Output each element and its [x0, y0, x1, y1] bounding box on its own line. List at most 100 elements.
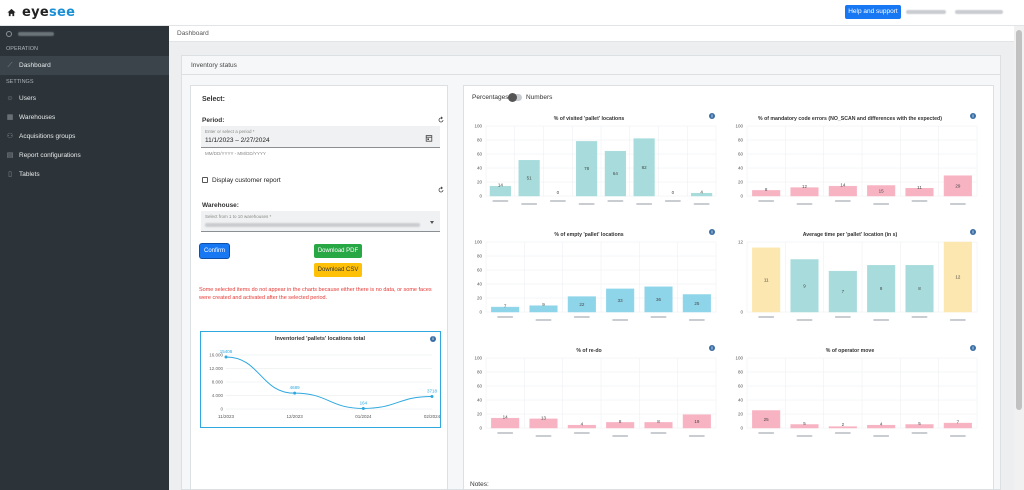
info-icon-glyph: i [711, 230, 712, 235]
toggle-label-numbers: Numbers [526, 94, 553, 101]
percentages-numbers-toggle[interactable] [508, 93, 522, 102]
user-menu[interactable] [906, 10, 946, 14]
display-customer-report-checkbox[interactable] [202, 177, 208, 183]
bar[interactable] [489, 185, 511, 197]
data-label: 19 [694, 419, 700, 424]
bar[interactable] [752, 247, 781, 313]
period-value[interactable]: 11/1/2023 – 2/27/2024 [205, 137, 270, 144]
info-icon[interactable]: i [430, 336, 436, 342]
bar[interactable] [867, 424, 896, 429]
info-icon[interactable] [970, 345, 976, 351]
y-tick-label: 12.000 [209, 366, 223, 371]
app-logo[interactable]: eyesee [22, 5, 76, 20]
account-menu[interactable] [955, 10, 1003, 14]
bar[interactable] [752, 190, 781, 197]
bar[interactable] [790, 187, 819, 197]
toggle-knob[interactable] [508, 93, 517, 102]
home-icon[interactable] [7, 8, 16, 17]
data-point[interactable] [293, 391, 297, 395]
reset-period-icon[interactable] [437, 116, 445, 124]
sidebar-item-label: Acquisitions groups [19, 133, 76, 140]
x-tick-label-blurred [650, 432, 667, 434]
x-tick-label: 11/2023 [218, 414, 234, 419]
download-csv-button[interactable]: Download CSV [314, 263, 362, 277]
bar[interactable] [644, 286, 673, 313]
sidebar-item-users[interactable]: ☺ Users [0, 89, 169, 108]
breadcrumb-bar: Dashboard [169, 26, 1014, 42]
bar[interactable] [943, 241, 972, 313]
data-label: 33 [618, 298, 624, 303]
bar[interactable] [867, 185, 896, 197]
bar[interactable] [682, 414, 711, 429]
x-tick-label-blurred [693, 203, 710, 205]
data-point[interactable] [224, 355, 228, 359]
bar[interactable] [529, 418, 558, 429]
user-name [18, 32, 54, 36]
confirm-button[interactable]: Confirm [200, 244, 229, 258]
bar[interactable] [606, 288, 635, 313]
bar[interactable] [905, 424, 934, 429]
sidebar-user[interactable] [0, 26, 169, 42]
period-field[interactable] [201, 126, 440, 148]
page-scrollbar[interactable] [1014, 26, 1024, 490]
bar[interactable] [567, 296, 596, 313]
period-placeholder: Enter or select a period * [205, 129, 255, 134]
sidebar-item-report-configurations[interactable]: ▤ Report configurations [0, 146, 169, 165]
reset-warehouse-icon[interactable] [437, 186, 445, 194]
sidebar-item-acquisitions-groups[interactable]: ⚇ Acquisitions groups [0, 127, 169, 146]
scrollbar-thumb[interactable] [1016, 30, 1022, 410]
bar[interactable] [644, 422, 673, 429]
calendar-icon[interactable] [425, 134, 433, 142]
help-and-support-button[interactable]: Help and support [845, 5, 901, 19]
bar[interactable] [606, 422, 635, 429]
x-tick-label-blurred [636, 203, 653, 205]
bar[interactable] [604, 150, 626, 197]
x-tick-label-blurred [497, 316, 514, 318]
bar[interactable] [828, 185, 857, 197]
display-customer-report-label[interactable]: Display customer report [212, 177, 281, 184]
x-tick-label-blurred [796, 319, 813, 321]
bar[interactable] [567, 424, 596, 429]
bar[interactable] [828, 426, 857, 429]
sidebar-item-tablets[interactable]: ▯ Tablets [0, 165, 169, 184]
y-tick-label: 0 [479, 194, 482, 199]
bar[interactable] [828, 270, 857, 313]
data-label: 11 [917, 185, 922, 190]
x-tick-label: 02/2024 [424, 414, 441, 419]
bar[interactable] [682, 294, 711, 313]
bar[interactable] [691, 192, 713, 197]
bar[interactable] [905, 265, 934, 313]
bar[interactable] [905, 188, 934, 197]
info-icon[interactable] [709, 229, 715, 235]
data-label: 0 [557, 190, 560, 195]
bar[interactable] [943, 175, 972, 197]
card-title: Inventory status [182, 56, 1000, 75]
breadcrumb[interactable]: Dashboard [177, 30, 209, 37]
bar[interactable] [790, 259, 819, 313]
data-label: 12 [802, 184, 808, 189]
data-point[interactable] [430, 394, 434, 398]
bar[interactable] [491, 417, 520, 429]
sidebar-item-dashboard[interactable]: ⟋ Dashboard [0, 56, 169, 75]
bar[interactable] [576, 141, 598, 197]
chevron-down-icon[interactable] [430, 221, 434, 224]
bar[interactable] [867, 265, 896, 313]
bar[interactable] [943, 422, 972, 429]
bar[interactable] [491, 306, 520, 313]
data-label: 3718 [427, 388, 438, 393]
info-icon[interactable] [970, 229, 976, 235]
bar[interactable] [633, 138, 655, 197]
sidebar-item-warehouses[interactable]: ▦ Warehouses [0, 108, 169, 127]
info-icon[interactable] [709, 113, 715, 119]
info-icon[interactable] [970, 113, 976, 119]
data-label: 15408 [220, 349, 233, 354]
bar[interactable] [752, 410, 781, 429]
data-label: 36 [656, 297, 662, 302]
download-pdf-button[interactable]: Download PDF [314, 244, 362, 258]
data-point[interactable] [361, 406, 365, 410]
bar[interactable] [529, 305, 558, 313]
info-icon[interactable] [709, 345, 715, 351]
bar[interactable] [790, 424, 819, 429]
y-tick-label: 0 [479, 426, 482, 431]
bar[interactable] [518, 160, 540, 197]
